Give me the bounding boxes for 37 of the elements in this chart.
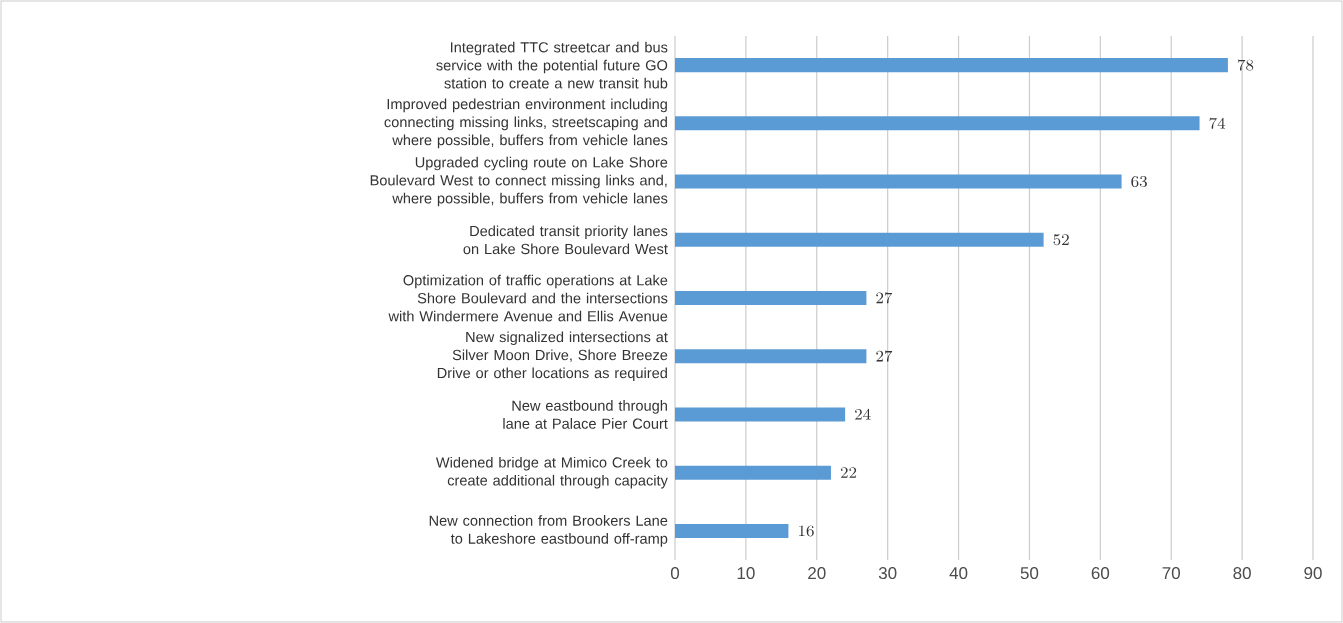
data-label: 22: [840, 467, 857, 478]
bar: [675, 174, 1122, 189]
x-tick-label: 70: [1162, 567, 1180, 580]
y-tick-label: New connection from Brookers Lane to Lakeshore eastbound off-ramp: [429, 515, 668, 547]
bar: [675, 523, 789, 538]
data-label: 24: [855, 408, 871, 420]
y-tick-label: Dedicated transit priority lanes on Lake Shore Boulevard West: [463, 225, 668, 255]
x-tick-label: 10: [737, 567, 755, 580]
bar: [675, 349, 867, 364]
x-tick-label: 80: [1233, 567, 1251, 580]
data-label: 63: [1131, 176, 1147, 188]
y-tick-label: Integrated TTC streetcar and bus service with the potential future GO station to create a new transit hub: [436, 41, 668, 89]
data-label: 27: [876, 350, 893, 362]
data-label: 16: [799, 525, 814, 537]
y-tick-label: Optimization of traffic operations at Lake Shore Boulevard and the intersections with Windermere Avenue and Ellis Avenue: [388, 274, 668, 322]
y-tick-label: Widened bridge at Mimico Creek to create additional through capacity: [435, 456, 668, 489]
data-label: 78: [1237, 59, 1254, 71]
bar: [675, 465, 831, 480]
x-tick-label: 90: [1304, 567, 1322, 580]
x-tick-label: 0: [670, 567, 680, 580]
data-label: 74: [1209, 117, 1226, 129]
bar: [675, 407, 846, 422]
x-tick-label: 30: [878, 567, 897, 580]
y-tick-label: Upgraded cycling route on Lake Shore Boulevard West to connect missing links and, where possible, buffers from vehicle lanes: [370, 156, 668, 207]
y-tick-label: New signalized intersections at Silver Moon Drive, Shore Breeze Drive or other locations as required: [437, 331, 668, 382]
data-label: 52: [1053, 234, 1069, 246]
bar: [675, 291, 867, 306]
bar: [675, 116, 1200, 131]
x-tick-label: 50: [1020, 567, 1039, 580]
x-tick-label: 20: [808, 567, 826, 580]
bar: [675, 58, 1228, 73]
y-tick-label: New eastbound through lane at Palace Pier Court: [503, 400, 668, 429]
x-tick-label: 40: [949, 567, 968, 580]
x-tick-label: 60: [1091, 567, 1110, 580]
bar: [675, 232, 1044, 247]
y-tick-label: Improved pedestrian environment including connecting missing links, streetscaping and where possible, buffers from vehicle lanes: [384, 98, 668, 149]
data-label: 27: [876, 292, 893, 304]
